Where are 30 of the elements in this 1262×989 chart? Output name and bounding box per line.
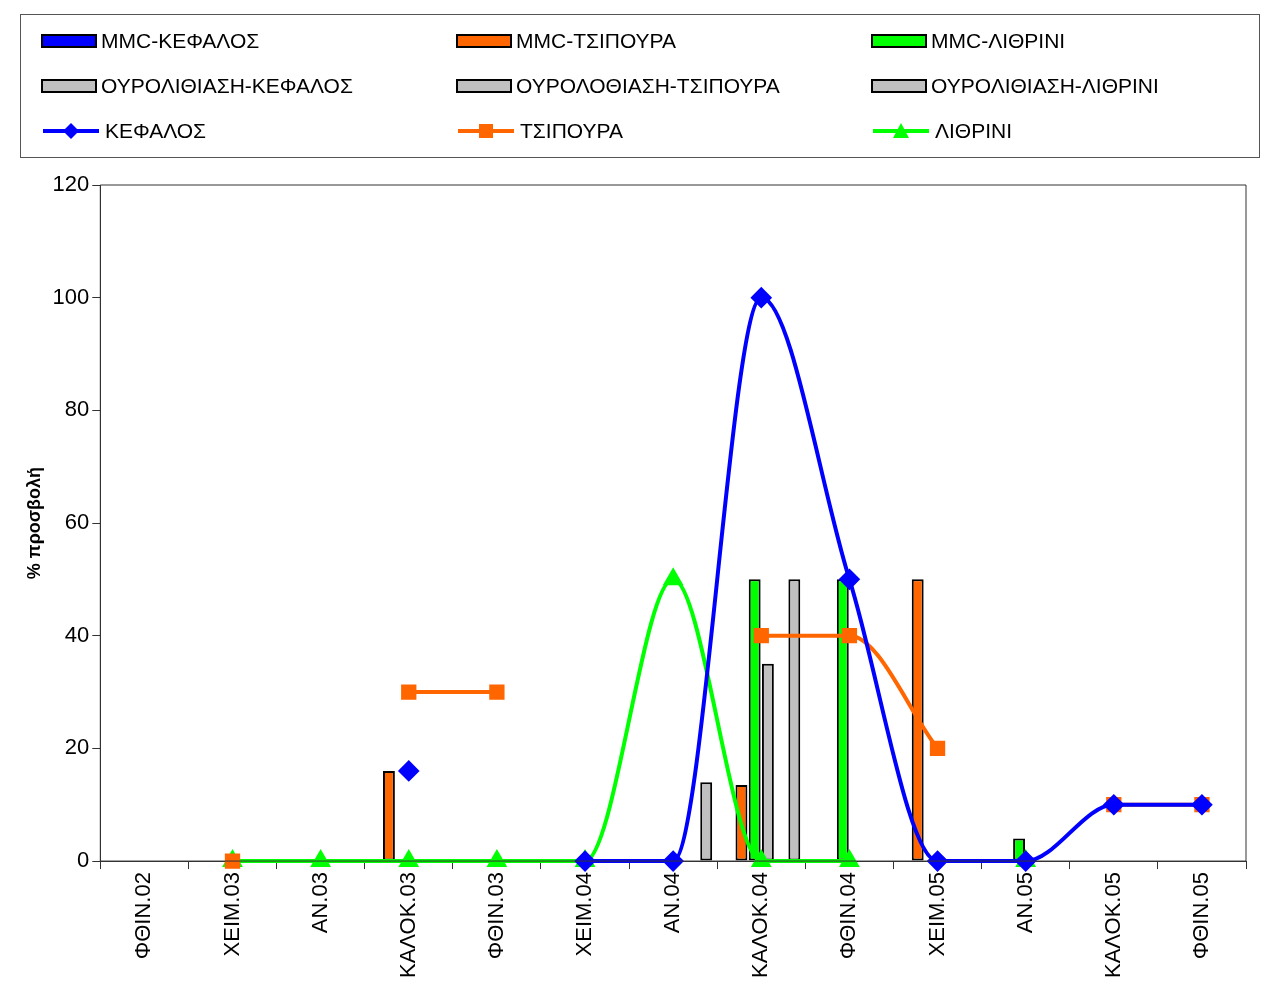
- x-tick-label: ΧΕΙΜ.05: [923, 872, 949, 957]
- y-tick-label: 120: [52, 171, 90, 197]
- legend-label: ΚΕΦΑΛΟΣ: [105, 118, 207, 143]
- legend-label: ΜΜC-ΛΙΘΡΙΝΙ: [931, 29, 1066, 54]
- x-tick-label: ΑΝ.05: [1011, 872, 1037, 934]
- x-tick-label: ΑΝ.04: [659, 872, 685, 934]
- x-tick-label: ΑΝ.03: [306, 872, 332, 934]
- y-tick-label: 80: [64, 396, 90, 422]
- y-tick-label: 40: [64, 621, 90, 647]
- legend-label: ΟΥΡΟΛΟΘΙΑΣΗ-ΤΣΙΠΟΥΡΑ: [516, 73, 780, 98]
- y-tick-label: 0: [77, 847, 90, 873]
- y-tick-label: 100: [52, 283, 90, 309]
- x-tick-label: ΧΕΙΜ.04: [571, 872, 597, 957]
- x-tick-label: ΦΘΙΝ.02: [130, 872, 156, 960]
- x-tick-label: ΦΘΙΝ.04: [835, 872, 861, 960]
- legend-label: ΜΜC-ΚΕΦΑΛΟΣ: [101, 29, 260, 54]
- legend-label: ΟΥΡΟΛΙΘΙΑΣΗ-ΛΙΘΡΙΝΙ: [931, 73, 1159, 98]
- y-axis-title: % προσβολή: [23, 466, 44, 580]
- x-tick-label: ΚΑΛΟΚ.03: [394, 872, 420, 978]
- x-tick-label: ΦΘΙΝ.03: [482, 872, 508, 960]
- x-tick-label: ΦΘΙΝ.05: [1188, 872, 1213, 960]
- x-tick-label: ΚΑΛΟΚ.05: [1099, 872, 1125, 978]
- x-tick-label: ΧΕΙΜ.03: [218, 872, 244, 957]
- legend-label: ΜΜC-ΤΣΙΠΟΥΡΑ: [516, 29, 677, 54]
- legend-label: ΛΙΘΡΙΝΙ: [935, 118, 1013, 143]
- x-tick-label: ΚΑΛΟΚ.04: [747, 872, 773, 978]
- legend-label: ΤΣΙΠΟΥΡΑ: [520, 118, 623, 143]
- y-tick-label: 60: [64, 509, 90, 535]
- legend-label: ΟΥΡΟΛΙΘΙΑΣΗ-ΚΕΦΑΛΟΣ: [101, 73, 353, 98]
- y-tick-label: 20: [64, 734, 90, 760]
